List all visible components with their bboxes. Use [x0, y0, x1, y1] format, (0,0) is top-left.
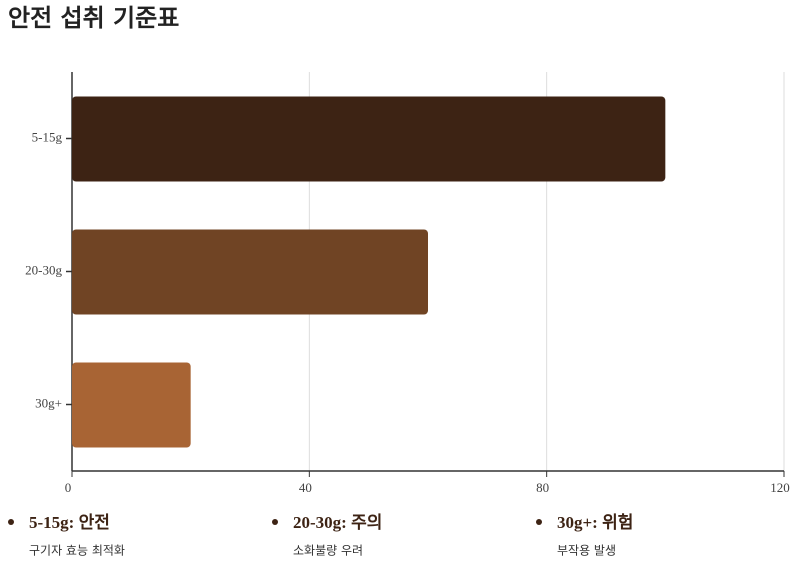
note-text: 소화불량 우려: [293, 544, 363, 558]
y-tick-label: 30g+: [35, 395, 62, 410]
x-tick-label: 40: [299, 480, 312, 495]
note-bullet: [536, 519, 542, 525]
chart-title: 안전 섭취 기준표: [8, 4, 179, 32]
bar: [72, 362, 191, 448]
note-title: 5-15g: 안전: [29, 513, 110, 532]
note-bullet: [8, 519, 14, 525]
note-text: 구기자 효능 최적화: [29, 544, 125, 558]
x-tick-label: 0: [65, 480, 72, 495]
x-tick-label: 120: [770, 480, 790, 495]
x-tick-label: 80: [536, 480, 549, 495]
note-bullet: [272, 519, 278, 525]
note-text: 부작용 발생: [557, 544, 616, 558]
bar: [72, 229, 428, 315]
y-tick-label: 20-30g: [25, 262, 62, 277]
y-tick-label: 5-15g: [32, 129, 63, 144]
note-title: 20-30g: 주의: [293, 513, 382, 532]
note-title: 30g+: 위험: [557, 512, 633, 532]
bar: [72, 96, 666, 182]
